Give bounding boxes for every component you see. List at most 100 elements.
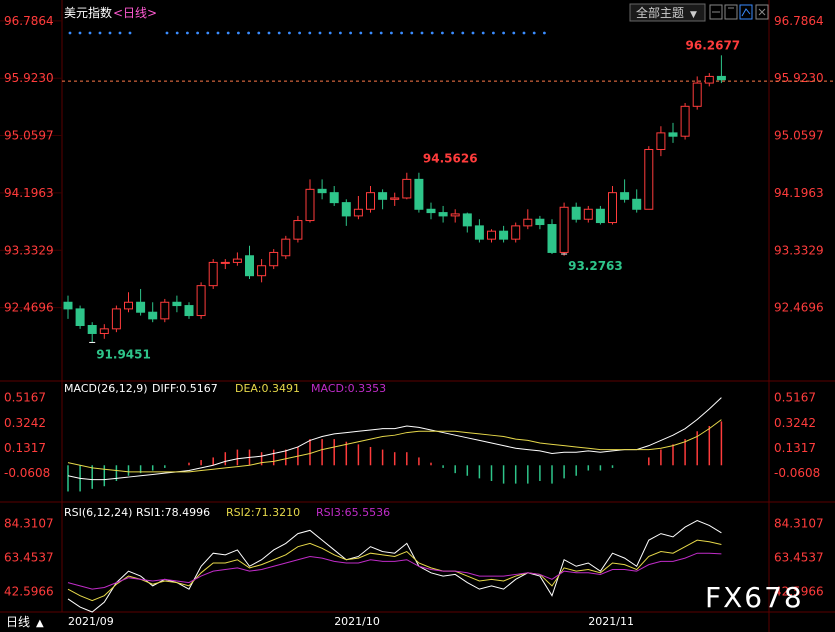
- macd-legend-macd: MACD:0.3353: [311, 382, 386, 395]
- event-dot: [175, 31, 179, 35]
- candle-body: [160, 301, 170, 320]
- candle-body: [329, 192, 339, 204]
- event-dot: [328, 31, 332, 35]
- candle-body: [220, 261, 230, 264]
- candle-body: [595, 208, 605, 224]
- event-dot: [379, 31, 383, 35]
- event-dot: [226, 31, 230, 35]
- price-tick-label-right: 92.4696: [774, 301, 824, 315]
- event-dot: [128, 31, 132, 35]
- event-dot: [359, 31, 363, 35]
- candle-body: [99, 328, 109, 334]
- price-tick-label-left: 93.3329: [4, 243, 54, 257]
- candle-body: [438, 212, 448, 217]
- candle-body: [196, 285, 206, 317]
- price-tick-label-right: 95.0597: [774, 129, 824, 143]
- event-dot: [339, 31, 342, 35]
- event-dot: [216, 31, 220, 35]
- event-dot: [108, 31, 112, 35]
- candle-body: [716, 75, 726, 81]
- rsi-legend-rsi1: RSI1:78.4996: [136, 506, 210, 519]
- date-tick-label: 2021/09: [68, 615, 114, 628]
- window-controls[interactable]: [709, 4, 769, 20]
- theme-selector[interactable]: 全部主题 ▼: [629, 3, 706, 22]
- candle-body: [583, 208, 593, 220]
- candle-body: [111, 308, 121, 330]
- candle-body: [426, 208, 436, 214]
- chart-mode-icon[interactable]: [739, 4, 753, 20]
- candle-body: [208, 261, 218, 287]
- period-tab[interactable]: 日线 ▲: [6, 615, 44, 629]
- candle-body: [353, 208, 363, 217]
- rsi-tick-label-left: 42.5966: [4, 584, 54, 598]
- macd-legend-diff: DIFF:0.5167: [152, 382, 218, 395]
- macd-tick-label-left: 0.1317: [4, 441, 46, 455]
- close-icon[interactable]: [755, 4, 769, 20]
- period-tab-label[interactable]: 日线: [6, 615, 30, 629]
- event-dot: [461, 31, 465, 35]
- candle-body: [184, 305, 194, 317]
- candle-body: [511, 225, 521, 240]
- price-annotation-label: 93.2763: [568, 259, 623, 273]
- event-dot: [88, 31, 92, 35]
- theme-selector-label[interactable]: 全部主题: [636, 5, 684, 20]
- macd-tick-label-right: -0.0608: [774, 466, 820, 480]
- macd-dea-line: [67, 419, 722, 473]
- candle-body: [293, 220, 303, 240]
- price-tick-label-right: 95.9230: [774, 71, 824, 85]
- candle-body: [378, 192, 388, 200]
- chevron-down-icon[interactable]: ▼: [690, 10, 697, 20]
- macd-tick-label-left: -0.0608: [4, 466, 50, 480]
- event-dot: [298, 31, 301, 35]
- candlestick-series: [63, 55, 726, 343]
- event-dot: [247, 31, 251, 35]
- event-dot: [118, 31, 122, 35]
- candle-body: [341, 202, 351, 217]
- event-dot: [532, 31, 536, 35]
- candle-body: [148, 311, 158, 320]
- candle-body: [632, 198, 642, 210]
- event-dot: [277, 31, 281, 35]
- candle-body: [269, 251, 279, 267]
- price-tick-label-left: 95.0597: [4, 129, 54, 143]
- price-annotation-label: 96.2677: [686, 38, 741, 52]
- event-dot: [98, 31, 102, 35]
- event-dot: [543, 31, 546, 35]
- price-annotation-label: 91.9451: [96, 347, 151, 361]
- event-dot: [522, 31, 526, 35]
- period-tab-arrow-icon[interactable]: ▲: [36, 618, 44, 629]
- event-dot-row: [68, 31, 546, 35]
- theme-selector-box[interactable]: [629, 3, 706, 22]
- candle-body: [704, 75, 714, 84]
- candle-body: [281, 238, 291, 257]
- restore-icon[interactable]: [724, 4, 738, 20]
- price-annotation-label: 94.5626: [423, 152, 478, 166]
- fx678-watermark: FX678: [705, 581, 804, 614]
- instrument-title: 美元指数: [64, 5, 112, 20]
- candle-body: [462, 213, 472, 227]
- candle-body: [547, 224, 557, 253]
- layout-icon[interactable]: [709, 4, 723, 20]
- candle-body: [390, 197, 400, 200]
- price-tick-label-left: 92.4696: [4, 301, 54, 315]
- candle-body: [487, 230, 496, 240]
- price-tick-label-left: 95.9230: [4, 71, 54, 85]
- period-label[interactable]: <日线>: [113, 6, 157, 20]
- rsi2-line: [67, 539, 722, 602]
- close-icon-cross: [758, 8, 766, 16]
- candle-body: [523, 218, 533, 227]
- event-dot: [288, 31, 291, 35]
- event-dot: [420, 31, 424, 35]
- candle-body: [124, 301, 133, 310]
- candle-body: [499, 230, 509, 240]
- event-dot: [492, 31, 495, 35]
- candle-body: [608, 192, 617, 224]
- price-tick-label-right: 93.3329: [774, 243, 824, 257]
- candle-body: [172, 301, 182, 307]
- candle-body: [571, 206, 581, 220]
- event-dot: [267, 31, 271, 35]
- candle-body: [656, 132, 666, 150]
- candle-body: [535, 218, 545, 226]
- rsi-legend-rsi3: RSI3:65.5536: [316, 506, 390, 519]
